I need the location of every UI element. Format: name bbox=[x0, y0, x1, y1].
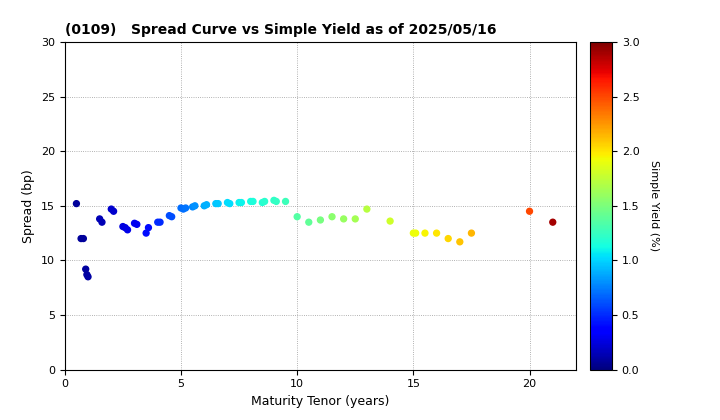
Y-axis label: Spread (bp): Spread (bp) bbox=[22, 169, 35, 243]
Point bbox=[431, 230, 442, 236]
Point bbox=[80, 266, 91, 273]
Point bbox=[419, 230, 431, 236]
Point bbox=[152, 219, 163, 226]
Point bbox=[199, 202, 210, 209]
Point bbox=[384, 218, 396, 224]
Point bbox=[268, 197, 279, 204]
Text: (0109)   Spread Curve vs Simple Yield as of 2025/05/16: (0109) Spread Curve vs Simple Yield as o… bbox=[65, 23, 496, 37]
Point bbox=[210, 200, 222, 207]
Point bbox=[326, 213, 338, 220]
Point bbox=[212, 200, 224, 207]
Point bbox=[408, 230, 419, 236]
Point bbox=[338, 215, 349, 222]
Point bbox=[82, 273, 94, 280]
Point bbox=[259, 198, 271, 205]
Point bbox=[96, 219, 108, 226]
Point bbox=[349, 215, 361, 222]
Point bbox=[180, 205, 192, 211]
Point bbox=[189, 202, 201, 209]
Point bbox=[108, 208, 120, 215]
Y-axis label: Simple Yield (%): Simple Yield (%) bbox=[649, 160, 659, 251]
Point bbox=[315, 217, 326, 223]
Point bbox=[466, 230, 477, 236]
Point bbox=[222, 199, 233, 206]
Point bbox=[280, 198, 292, 205]
Point bbox=[247, 198, 258, 205]
Point bbox=[547, 219, 559, 226]
Point bbox=[129, 220, 140, 227]
Point bbox=[292, 213, 303, 220]
Point bbox=[178, 206, 189, 213]
Point bbox=[163, 212, 175, 219]
Point bbox=[71, 200, 82, 207]
Point bbox=[166, 213, 177, 220]
Point bbox=[235, 199, 247, 206]
Point bbox=[442, 235, 454, 242]
Point bbox=[175, 205, 186, 211]
Point bbox=[122, 226, 133, 233]
Point bbox=[106, 206, 117, 213]
Point bbox=[201, 201, 212, 208]
Point bbox=[361, 206, 373, 213]
Point bbox=[94, 215, 105, 222]
Point bbox=[224, 200, 235, 207]
Point bbox=[81, 271, 93, 278]
Point bbox=[410, 230, 421, 236]
Point bbox=[154, 219, 166, 226]
Point bbox=[78, 235, 89, 242]
Point bbox=[140, 230, 152, 236]
Point bbox=[117, 223, 129, 230]
Point bbox=[256, 199, 268, 206]
X-axis label: Maturity Tenor (years): Maturity Tenor (years) bbox=[251, 395, 390, 408]
Point bbox=[187, 204, 199, 210]
Point bbox=[120, 224, 131, 231]
Point bbox=[76, 235, 87, 242]
Point bbox=[245, 198, 256, 205]
Point bbox=[454, 239, 466, 245]
Point bbox=[523, 208, 535, 215]
Point bbox=[131, 221, 143, 228]
Point bbox=[143, 224, 154, 231]
Point bbox=[233, 199, 245, 206]
Point bbox=[303, 219, 315, 226]
Point bbox=[271, 198, 282, 205]
